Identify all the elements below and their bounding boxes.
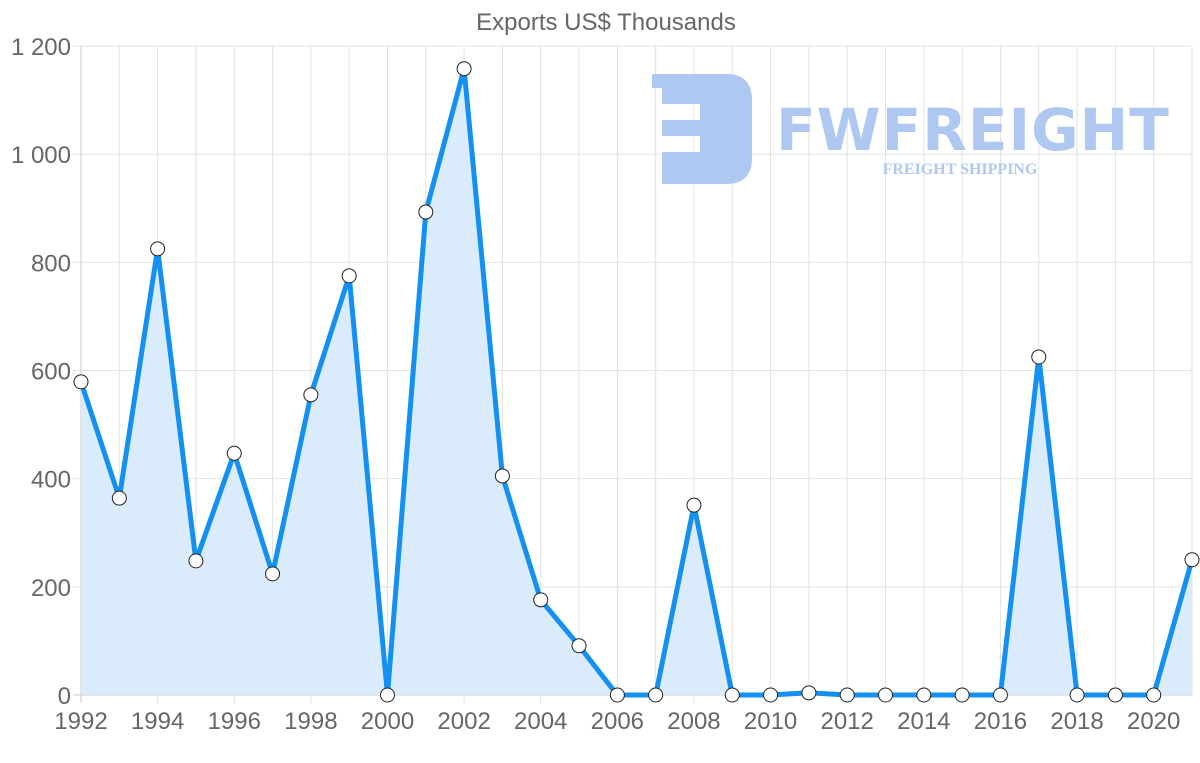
watermark-brand: FWFREIGHT — [776, 96, 1170, 164]
x-tick-label: 1998 — [284, 708, 337, 735]
data-point[interactable] — [1184, 552, 1200, 568]
x-tick-label: 1994 — [131, 708, 184, 735]
data-line — [78, 66, 1195, 698]
fwfreight-logo-icon — [652, 74, 752, 184]
data-point[interactable] — [724, 687, 740, 703]
x-tick-label: 2014 — [897, 708, 950, 735]
data-point[interactable] — [801, 685, 817, 701]
watermark-tagline: FREIGHT SHIPPING — [883, 161, 1038, 178]
x-tick-label: 1996 — [208, 708, 261, 735]
y-tick-label: 1 000 — [11, 142, 71, 169]
data-point[interactable] — [150, 241, 166, 257]
x-tick-label: 2016 — [974, 708, 1027, 735]
data-point[interactable] — [839, 687, 855, 703]
chart-title: Exports US$ Thousands — [476, 9, 736, 36]
y-tick-label: 800 — [31, 250, 71, 277]
data-point[interactable] — [73, 374, 89, 390]
data-point[interactable] — [1146, 687, 1162, 703]
data-point[interactable] — [1107, 687, 1123, 703]
x-tick-label: 2010 — [744, 708, 797, 735]
y-tick-label: 200 — [31, 575, 71, 602]
data-point[interactable] — [878, 687, 894, 703]
data-point[interactable] — [533, 592, 549, 608]
area-fill — [81, 68, 1192, 695]
x-axis-ticks: 1992 1994 1996 1998 2000 2002 2004 2006 2008 2010… — [54, 708, 1180, 735]
x-tick-label: 1992 — [54, 708, 107, 735]
data-point[interactable] — [763, 687, 779, 703]
data-point[interactable] — [418, 204, 434, 220]
data-point[interactable] — [916, 687, 932, 703]
data-point[interactable] — [303, 387, 319, 403]
x-tick-label: 2020 — [1127, 708, 1180, 735]
data-point[interactable] — [494, 468, 510, 484]
y-tick-label: 1 200 — [11, 34, 71, 61]
data-points — [73, 61, 1200, 703]
data-point[interactable] — [341, 268, 357, 284]
x-tick-label: 2000 — [361, 708, 414, 735]
data-point[interactable] — [1069, 687, 1085, 703]
x-tick-label: 2002 — [437, 708, 490, 735]
data-point[interactable] — [686, 497, 702, 513]
x-tick-label: 2006 — [591, 708, 644, 735]
data-point[interactable] — [265, 566, 281, 582]
data-point[interactable] — [379, 687, 395, 703]
y-tick-label: 0 — [58, 683, 71, 710]
fwfreight-watermark-logo: FWFREIGHT FREIGHT SHIPPING — [652, 74, 1170, 184]
data-point[interactable] — [1031, 349, 1047, 365]
x-tick-label: 2012 — [821, 708, 874, 735]
data-point[interactable] — [954, 687, 970, 703]
data-point[interactable] — [992, 687, 1008, 703]
data-point[interactable] — [111, 490, 127, 506]
data-point[interactable] — [571, 638, 587, 654]
data-point[interactable] — [226, 445, 242, 461]
y-axis-ticks: 0 200 400 600 800 1 000 1 200 — [11, 34, 71, 710]
y-tick-label: 400 — [31, 467, 71, 494]
x-tick-label: 2008 — [667, 708, 720, 735]
x-tick-label: 2004 — [514, 708, 567, 735]
data-point[interactable] — [648, 687, 664, 703]
data-point[interactable] — [609, 687, 625, 703]
y-tick-label: 600 — [31, 359, 71, 386]
x-tick-label: 2018 — [1050, 708, 1103, 735]
data-point[interactable] — [456, 61, 472, 77]
data-point[interactable] — [188, 553, 204, 569]
